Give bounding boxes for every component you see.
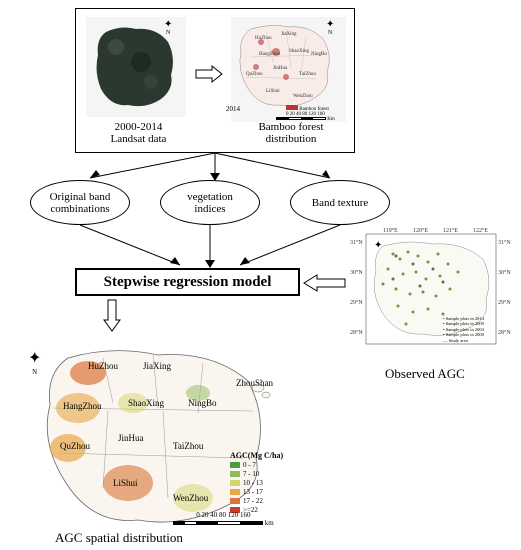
city-label: ZhouShan (236, 378, 273, 388)
city-label: WenZhou (173, 493, 208, 503)
svg-text:30°N: 30°N (350, 269, 363, 276)
city-label: QuZhou (60, 441, 90, 451)
svg-text:JiaXing: JiaXing (281, 32, 297, 37)
arrows-to-ellipses (40, 153, 360, 183)
svg-text:QuZhou: QuZhou (246, 72, 263, 77)
svg-text:28°N: 28°N (350, 329, 363, 336)
svg-text:121°E: 121°E (443, 227, 458, 234)
city-label: HuZhou (88, 361, 118, 371)
city-label: HangZhou (63, 401, 102, 411)
compass-icon: ✦N (326, 19, 334, 36)
ellipse-veg: vegetation indices (160, 180, 260, 225)
compass-icon: ✦N (28, 348, 41, 376)
svg-text:WenZhou: WenZhou (293, 94, 313, 99)
bamboo-map: HuZhou JiaXing HangZhou ShaoXing NingBo … (231, 17, 346, 122)
landsat-image: ✦N (86, 17, 186, 117)
output-title: AGC spatial distribution (55, 530, 183, 546)
arrow-to-output (102, 298, 122, 338)
svg-text:NingBo: NingBo (311, 52, 327, 57)
landsat-label: 2000-2014 Landsat data (91, 121, 186, 145)
observed-legend: • Sample plots in 2014 • Sample plots in… (443, 316, 484, 343)
bamboo-legend: Bamboo forest (286, 105, 329, 112)
svg-text:TaiZhou: TaiZhou (299, 72, 316, 77)
year-label: 2014 (226, 105, 240, 113)
city-label: JinHua (118, 433, 144, 443)
svg-text:29°N: 29°N (498, 299, 511, 306)
bamboo-label: Bamboo forest distribution (246, 121, 336, 145)
city-label: JiaXing (143, 361, 171, 371)
svg-text:HuZhou: HuZhou (255, 36, 272, 41)
svg-text:122°E: 122°E (473, 227, 488, 234)
svg-text:120°E: 120°E (413, 227, 428, 234)
svg-text:31°N: 31°N (498, 239, 511, 246)
arrows-to-model (40, 225, 360, 270)
svg-text:HangZhou: HangZhou (259, 52, 281, 57)
regression-model-box: Stepwise regression model (75, 268, 300, 296)
output-map: ✦N HuZhou JiaXing HangZhou ShaoXing Ning… (18, 333, 298, 528)
ellipse-band: Original band combinations (30, 180, 130, 225)
svg-text:28°N: 28°N (498, 329, 511, 336)
ellipse-texture: Band texture (290, 180, 390, 225)
svg-text:LiShui: LiShui (266, 89, 280, 94)
top-input-box: ✦N HuZhou JiaXing HangZhou ShaoXing Ning… (75, 8, 355, 153)
city-label: ShaoXing (128, 398, 164, 408)
svg-text:JinHua: JinHua (273, 66, 288, 71)
svg-text:31°N: 31°N (350, 239, 363, 246)
city-label: TaiZhou (173, 441, 203, 451)
svg-text:29°N: 29°N (350, 299, 363, 306)
arrow-from-observed (302, 273, 347, 298)
compass-icon: ✦ (374, 240, 382, 251)
svg-text:30°N: 30°N (498, 269, 511, 276)
observed-agc-map: 119°E 120°E 121°E 122°E 31°N 30°N 29°N 2… (348, 224, 513, 374)
svg-text:ShaoXing: ShaoXing (289, 49, 310, 54)
agc-legend: AGC(Mg C/ha) 0 - 7 7 - 10 10 - 13 13 - 1… (230, 451, 283, 515)
arrow-icon (194, 64, 224, 89)
svg-text:119°E: 119°E (383, 227, 398, 234)
city-label: LiShui (113, 478, 138, 488)
output-scale: 0 20 40 80 120 160 km (173, 511, 274, 527)
compass-icon: ✦N (164, 19, 172, 36)
city-label: NingBo (188, 398, 217, 408)
observed-agc-label: Observed AGC (385, 366, 465, 382)
